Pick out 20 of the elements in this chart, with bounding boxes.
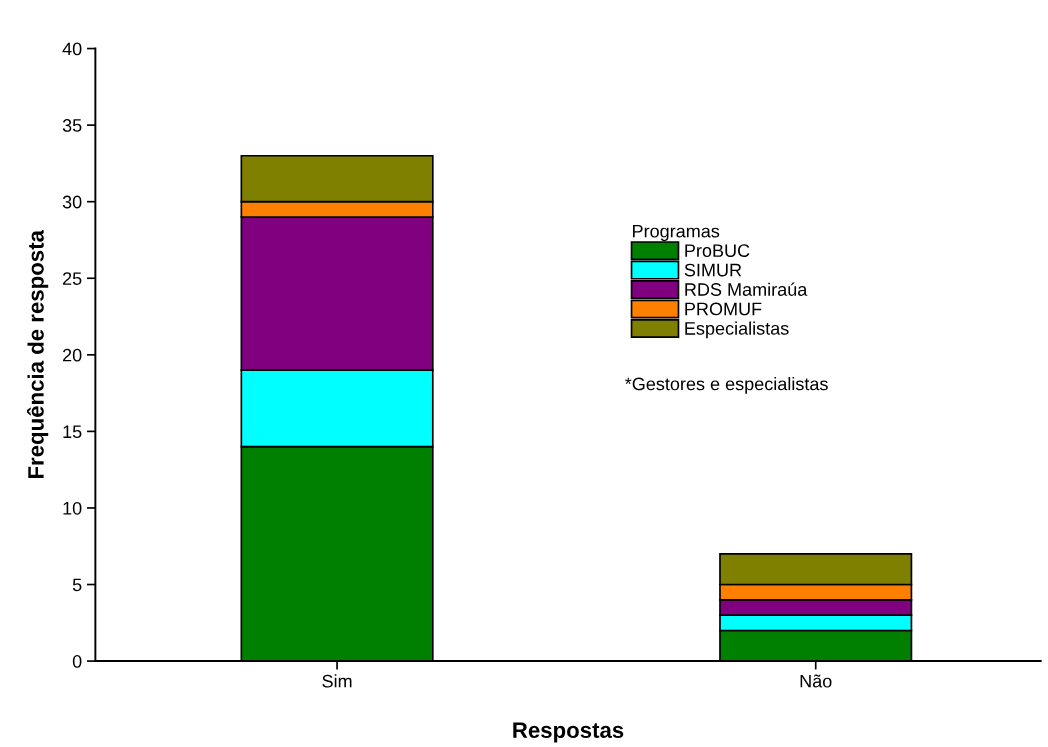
y-tick-label: 5 — [72, 578, 82, 592]
x-tick-label: Sim — [322, 674, 352, 688]
y-tick-label: 0 — [72, 655, 82, 668]
legend-label: Especialistas — [685, 321, 789, 339]
y-axis-title: Frequência de resposta — [27, 229, 49, 479]
legend-label: ProBUC — [685, 244, 750, 257]
x-tick-label: Não — [800, 674, 832, 688]
legend-label: PROMUF — [685, 302, 762, 316]
y-tick-label: 30 — [62, 195, 82, 209]
y-tick-label: 40 — [62, 42, 82, 56]
x-axis-title: Respostas — [513, 722, 624, 743]
legend-label: RDS Mamiraúa — [685, 282, 808, 296]
y-tick-label: 10 — [63, 501, 82, 515]
y-tick-label: 20 — [63, 348, 82, 362]
y-tick-label: 15 — [63, 425, 82, 439]
y-tick-label: 25 — [63, 272, 82, 285]
legend-label: SIMUR — [684, 263, 742, 277]
legend-title: Programas — [633, 224, 720, 242]
y-tick-label: 35 — [62, 119, 82, 132]
annotation: *Gestores e especialistas — [625, 377, 828, 394]
